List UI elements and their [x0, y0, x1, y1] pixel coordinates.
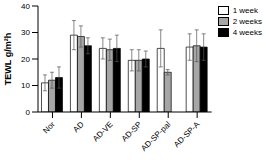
svg-text:20: 20	[21, 55, 30, 64]
html-text:4 weeks: 4 weeks	[232, 28, 262, 37]
svg-text:40: 40	[21, 2, 30, 11]
svg-text:AD: AD	[71, 120, 85, 134]
svg-text:AD-SP: AD-SP	[120, 120, 144, 144]
svg-text:TEWL g/m²h: TEWL g/m²h	[8, 33, 13, 85]
svg-text:10: 10	[21, 81, 30, 90]
html-text:1 week: 1 week	[232, 6, 258, 15]
svg-text:Nor: Nor	[41, 120, 57, 136]
svg-text:0: 0	[26, 108, 31, 117]
svg-text:AD-SP-A: AD-SP-A	[172, 119, 202, 149]
html-text:2 weeks: 2 weeks	[232, 17, 262, 26]
svg-text:AD-SP-pal: AD-SP-pal	[139, 120, 172, 153]
svg-text:30: 30	[21, 28, 30, 37]
svg-text:AD-VE: AD-VE	[91, 120, 115, 144]
